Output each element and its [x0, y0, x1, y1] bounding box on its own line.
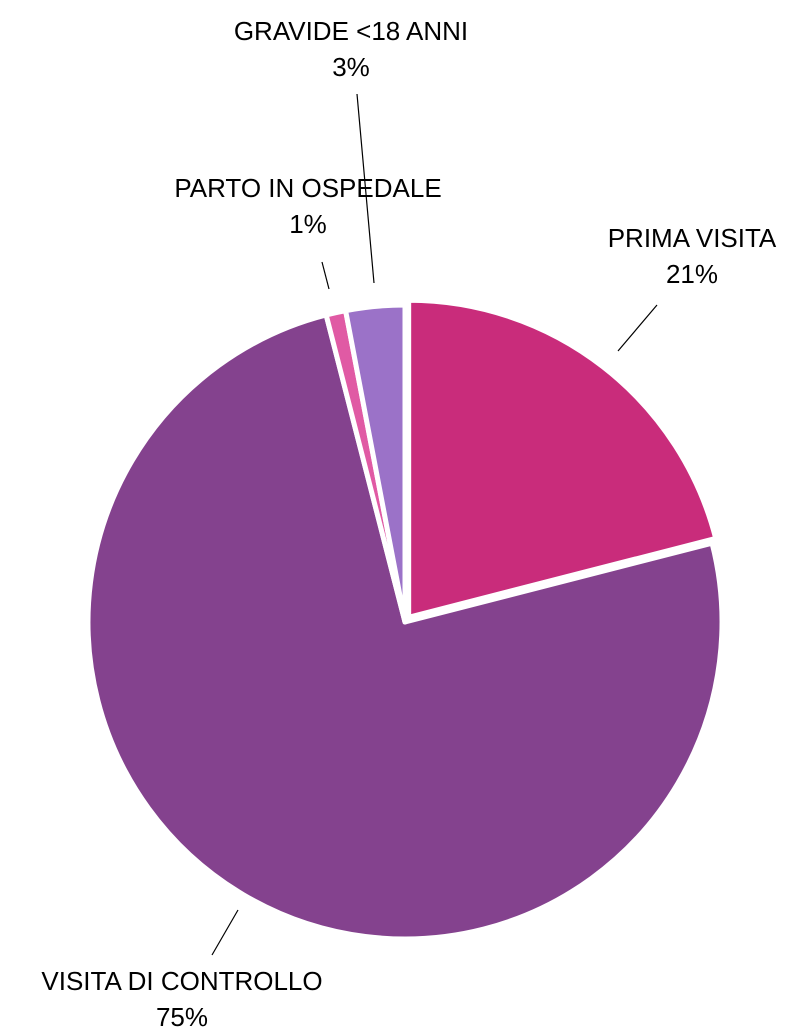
label-parto-in-ospedale-percent: 1%	[289, 209, 327, 239]
label-parto-in-ospedale-name: PARTO IN OSPEDALE	[174, 173, 441, 203]
leader-lines	[211, 93, 658, 956]
label-prima-visita-percent: 21%	[666, 259, 718, 289]
label-visita-di-controllo-name: VISITA DI CONTROLLO	[41, 966, 322, 996]
leader-line-visita-di-controllo	[211, 909, 239, 956]
slice-gravide	[343, 302, 408, 625]
label-prima-visita-name: PRIMA VISITA	[608, 223, 777, 253]
label-visita-di-controllo-percent: 75%	[156, 1002, 208, 1032]
leader-line-parto-in-ospedale	[321, 261, 330, 290]
pie-slices	[85, 297, 725, 942]
label-gravide-name: GRAVIDE <18 ANNI	[234, 16, 468, 46]
slice-prima-visita	[406, 297, 719, 620]
slice-labels: PRIMA VISITA 21% VISITA DI CONTROLLO 75%…	[41, 16, 777, 1032]
label-gravide-percent: 3%	[332, 52, 370, 82]
leader-line-gravide	[356, 93, 375, 284]
leader-line-prima-visita	[617, 304, 658, 352]
slice-visita-di-controllo	[85, 312, 725, 942]
